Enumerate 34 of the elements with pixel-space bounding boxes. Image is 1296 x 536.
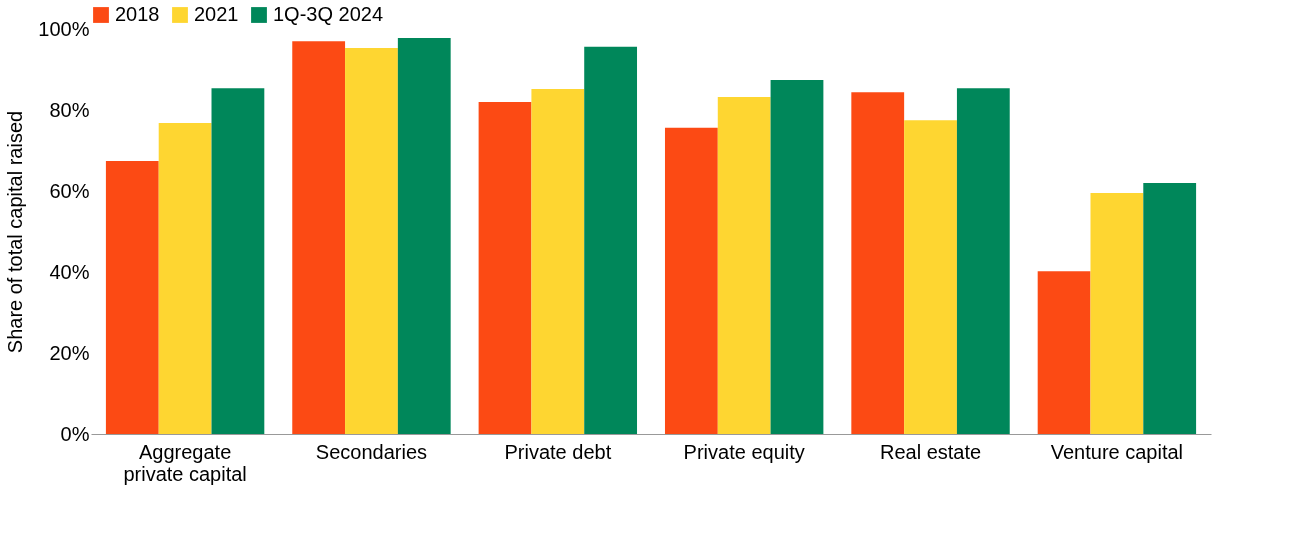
bar xyxy=(851,92,905,434)
x-tick-label: Private equity xyxy=(683,440,805,463)
bar xyxy=(211,88,265,434)
bar xyxy=(105,161,159,434)
y-axis-title: Share of total capital raised xyxy=(4,110,27,354)
y-tick-label: 60% xyxy=(49,179,90,202)
bar xyxy=(397,37,451,434)
y-tick-label: 100% xyxy=(38,17,90,40)
x-tick-label: Real estate xyxy=(879,440,982,463)
bar xyxy=(584,46,638,434)
bar xyxy=(904,120,957,434)
y-tick-label: 80% xyxy=(49,98,90,121)
y-tick-label: 20% xyxy=(49,341,90,364)
legend-label: 2018 xyxy=(115,3,160,25)
bar xyxy=(1037,271,1091,434)
bar xyxy=(717,97,771,434)
y-tick-label: 40% xyxy=(49,260,90,283)
legend-label: 2021 xyxy=(194,3,239,25)
x-tick-label: Private debt xyxy=(504,440,612,463)
bar xyxy=(956,88,1010,434)
bar xyxy=(292,41,346,434)
bar xyxy=(770,80,824,434)
y-tick-label: 0% xyxy=(60,422,90,445)
x-tick-label: Secondaries xyxy=(315,440,428,463)
bar xyxy=(478,101,532,434)
bar xyxy=(1143,182,1197,434)
x-tick-label: Venture capital xyxy=(1050,440,1184,463)
bar xyxy=(1090,193,1144,434)
x-tick-label: Aggregate private capital xyxy=(123,440,247,485)
legend-label: 1Q-3Q 2024 xyxy=(273,3,384,25)
bar xyxy=(531,88,585,434)
bar xyxy=(664,127,718,434)
bar xyxy=(345,48,398,434)
bar xyxy=(158,122,212,434)
